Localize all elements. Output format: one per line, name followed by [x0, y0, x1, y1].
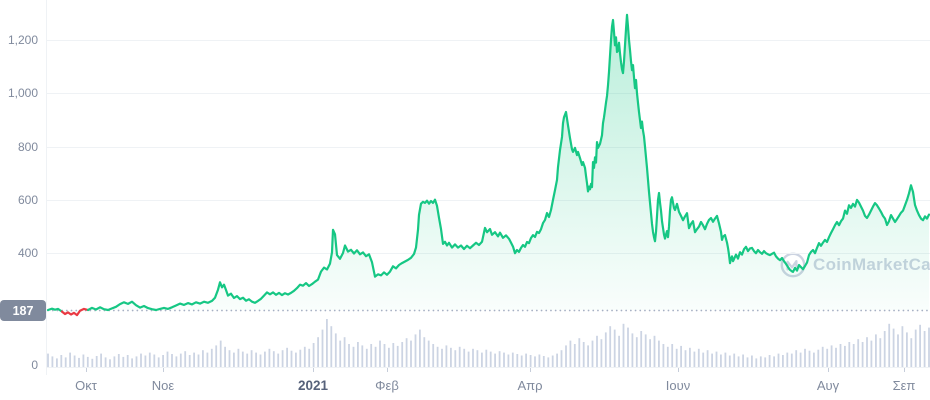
x-tick-label: Οκτ [75, 378, 97, 393]
x-tick-label: Απρ [517, 378, 543, 393]
y-tick-label: 600 [17, 192, 38, 207]
y-tick-label: 400 [17, 246, 38, 261]
x-tick-label: Αυγ [816, 378, 840, 393]
x-tick-label: Νοε [151, 378, 175, 393]
x-tick-label: 2021 [297, 378, 329, 393]
y-tick-label: 800 [17, 139, 38, 154]
y-tick-label: 1,200 [7, 33, 38, 47]
baseline-price-badge: 187 [0, 300, 46, 321]
volume-zero-label: 0 [31, 358, 38, 372]
y-tick-label: 1,000 [7, 86, 38, 101]
x-tick-label: Φεβ [375, 378, 399, 393]
x-tick-label: Σεπ [892, 378, 916, 393]
x-tick-label: Ιουν [665, 378, 691, 393]
